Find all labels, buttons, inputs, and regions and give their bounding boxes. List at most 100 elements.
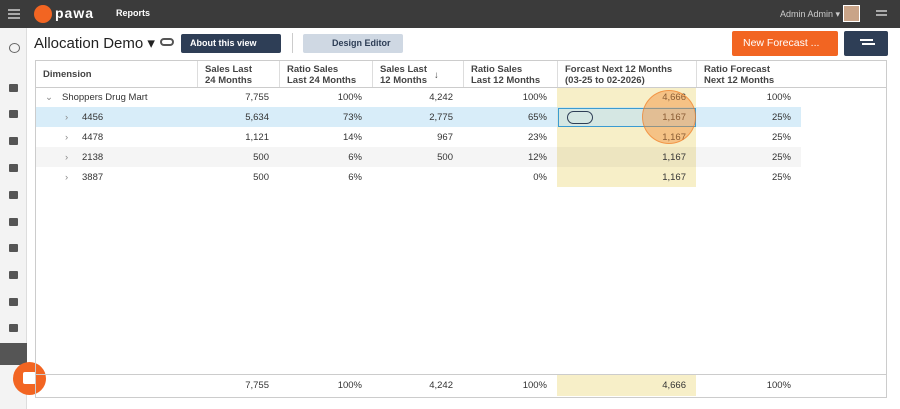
expander[interactable]: › — [65, 132, 69, 143]
cell: 25% — [771, 172, 791, 183]
column-header[interactable]: Ratio Forecast Next 12 Months — [704, 64, 774, 86]
cell: 2,775 — [429, 112, 453, 123]
footer-cell: 4,666 — [662, 380, 686, 391]
cell: 25% — [771, 152, 791, 163]
nav-icon[interactable] — [9, 271, 18, 279]
header-line: Ratio Sales — [471, 64, 523, 75]
row-label: 2138 — [82, 152, 104, 163]
header-line: 24 Months — [205, 75, 252, 86]
reports-menu[interactable]: Reports — [116, 8, 151, 18]
more-icon[interactable] — [876, 10, 887, 12]
cell: 7,755 — [245, 92, 269, 103]
title-text: Allocation Demo — [34, 35, 144, 52]
header-line: (03-25 to 02-2026) — [565, 75, 645, 86]
cell: 100% — [337, 92, 362, 103]
cell: 65% — [527, 112, 547, 123]
column-header[interactable]: Ratio Sales Last 24 Months — [287, 64, 356, 86]
nav-icon[interactable] — [9, 324, 18, 332]
sort-indicator: ↓ — [434, 70, 439, 81]
header-line: Ratio Forecast — [704, 64, 770, 75]
nav-icon[interactable] — [9, 298, 18, 306]
header-line: Dimension — [43, 69, 92, 80]
user-name: Admin Admin — [780, 9, 834, 19]
footer-cell: 100% — [522, 380, 547, 391]
column-divider — [372, 61, 373, 87]
click-indicator — [642, 90, 696, 144]
cell: 100% — [522, 92, 547, 103]
cell: 4,242 — [429, 92, 453, 103]
nav-icon[interactable] — [9, 84, 18, 92]
header-line: Sales Last — [380, 64, 427, 75]
view-title[interactable]: Allocation Demo ▾ — [34, 35, 155, 52]
avatar[interactable] — [843, 5, 860, 22]
cell: 23% — [527, 132, 547, 143]
cell: 14% — [342, 132, 362, 143]
row-highlight — [36, 107, 801, 127]
footer-cell: 7,755 — [245, 380, 269, 391]
column-header[interactable]: Forcast Next 12 Months (03-25 to 02-2026) — [565, 64, 672, 86]
column-divider — [279, 61, 280, 87]
about-button[interactable]: About this view — [181, 34, 281, 53]
sidebar — [0, 28, 27, 409]
cell: 73% — [342, 112, 362, 123]
user-menu[interactable]: Admin Admin ▾ — [780, 9, 841, 19]
filter-button[interactable] — [844, 31, 888, 56]
chart-icon-button[interactable] — [567, 111, 593, 124]
about-label: About this view — [190, 38, 257, 48]
footer-cell: 100% — [337, 380, 362, 391]
column-divider — [463, 61, 464, 87]
new-forecast-button[interactable]: New Forecast ... — [732, 31, 838, 56]
new-label: New Forecast ... — [743, 37, 820, 49]
header-line: Last 24 Months — [287, 75, 357, 86]
search-icon[interactable] — [9, 43, 20, 53]
expander[interactable]: ⌄ — [45, 92, 53, 103]
menu-icon[interactable] — [8, 9, 20, 11]
column-divider — [557, 61, 558, 87]
chat-icon — [23, 372, 36, 384]
filter-icon — [860, 39, 873, 41]
nav-icon[interactable] — [9, 137, 18, 145]
active-nav[interactable] — [0, 343, 27, 365]
footer-forecast — [557, 375, 696, 396]
row-label: 4456 — [82, 112, 104, 123]
nav-icon[interactable] — [9, 218, 18, 226]
cell: 967 — [437, 132, 453, 143]
cell: 6% — [348, 172, 362, 183]
footer-border — [36, 374, 886, 375]
cell: 500 — [253, 152, 269, 163]
expander[interactable]: › — [65, 172, 69, 183]
logo — [34, 5, 52, 23]
column-header[interactable]: Ratio Sales Last 12 Months — [471, 64, 540, 86]
link-icon[interactable] — [160, 38, 174, 46]
header-line: Last 12 Months — [471, 75, 541, 86]
cell: 25% — [771, 112, 791, 123]
cell: 1,167 — [662, 152, 686, 163]
cell: 0% — [533, 172, 547, 183]
column-header[interactable]: Sales Last 24 Months — [205, 64, 252, 86]
cell: 500 — [437, 152, 453, 163]
design-label: Design Editor — [332, 38, 391, 48]
expander[interactable]: › — [65, 112, 69, 123]
nav-icon[interactable] — [9, 164, 18, 172]
nav-icon[interactable] — [9, 110, 18, 118]
footer-cell: 100% — [766, 380, 791, 391]
cell: 12% — [527, 152, 547, 163]
header-line: Sales Last — [205, 64, 252, 75]
header-line: Forcast Next 12 Months — [565, 64, 673, 75]
expander[interactable]: › — [65, 152, 69, 163]
header-line: Ratio Sales — [287, 64, 339, 75]
header-line: 12 Months — [380, 75, 427, 86]
column-header[interactable]: Sales Last 12 Months — [380, 64, 427, 86]
cell: 25% — [771, 132, 791, 143]
chat-button[interactable] — [13, 362, 46, 395]
app-name: pawa — [55, 5, 95, 21]
column-header[interactable]: Dimension — [43, 69, 92, 80]
cell: 500 — [253, 172, 269, 183]
nav-icon[interactable] — [9, 191, 18, 199]
design-editor-button[interactable]: Design Editor — [303, 34, 403, 53]
cell: 5,634 — [245, 112, 269, 123]
column-divider — [696, 61, 697, 87]
nav-icon[interactable] — [9, 244, 18, 252]
row-label: 3887 — [82, 172, 104, 183]
